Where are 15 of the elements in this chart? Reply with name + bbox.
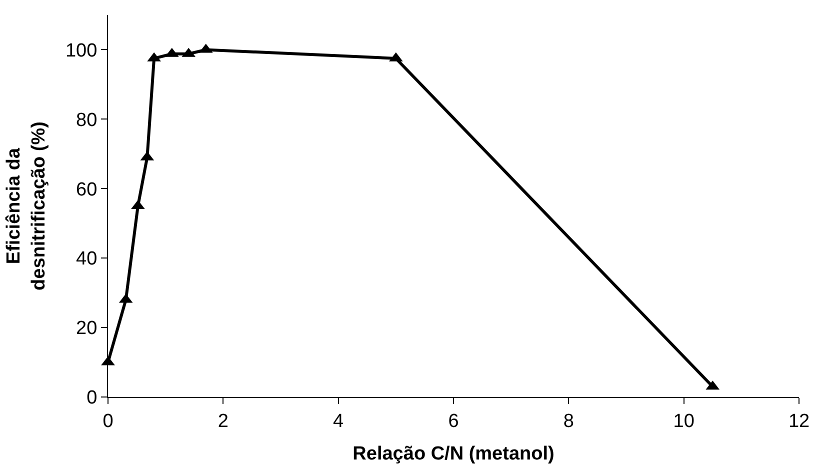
y-tick-label: 40 [76, 248, 98, 270]
x-tick-label: 4 [333, 410, 344, 432]
y-tick-label: 20 [76, 318, 98, 340]
x-tick-label: 10 [673, 410, 694, 432]
y-tick-label: 80 [76, 110, 98, 131]
x-tick-label: 8 [563, 410, 574, 432]
x-tick-label: 6 [448, 410, 459, 432]
y-tick-label: 100 [65, 40, 98, 62]
x-tick-label: 0 [102, 410, 114, 432]
y-axis-title: Eficiência da desnitrificação (%) [4, 122, 50, 290]
y-tick-label: 0 [86, 388, 98, 409]
x-axis-title: Relação C/N (metanol) [352, 444, 554, 465]
y-tick-label: 60 [76, 179, 98, 200]
x-tick-label: 12 [788, 410, 810, 432]
x-tick-label: 2 [218, 410, 228, 432]
